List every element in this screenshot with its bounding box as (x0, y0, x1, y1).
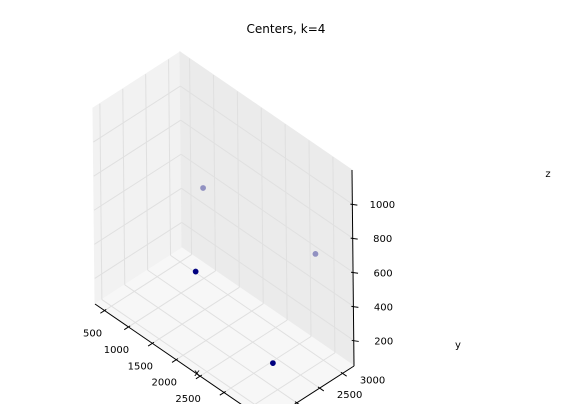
x-tick-mark (171, 358, 179, 363)
x-tick-mark (195, 374, 203, 380)
z-tick-label: 1000 (370, 200, 395, 211)
gridline-x-back (236, 91, 240, 288)
z-tick-label: 600 (373, 268, 392, 279)
z-tick-mark (350, 203, 358, 206)
x-tick-label: 500 (83, 329, 102, 340)
z-tick-mark (350, 271, 359, 274)
z-tick-label: 200 (374, 336, 393, 347)
gridline-z-left (93, 119, 181, 177)
gridline-z-back (180, 85, 353, 205)
y-axis-line (294, 365, 355, 404)
x-tick-label: 2500 (175, 394, 200, 404)
x-axis-ticks: 500100015002000250030003500 (83, 309, 226, 404)
gridline-z-left (93, 85, 181, 143)
y-tick-mark (317, 386, 325, 392)
gridline-z-left (93, 153, 182, 211)
gridline-z-back (181, 222, 355, 341)
z-axis-label: z (545, 169, 550, 180)
x-tick-mark (123, 325, 131, 331)
chart-title: Centers, k=4 (247, 22, 326, 36)
x-tick-label: 1000 (104, 345, 129, 356)
gridline-x-back (189, 58, 193, 255)
gridline-z-left (94, 222, 183, 279)
center-point-2 (192, 268, 199, 275)
x-axis-line (94, 303, 242, 404)
gridline-x-floor (175, 303, 264, 361)
y-tick-label: 3000 (360, 375, 385, 386)
center-point-1 (200, 185, 206, 191)
gridline-y-floor (147, 269, 320, 389)
x-tick-mark (219, 390, 226, 396)
gridline-x-back (332, 156, 336, 353)
center-point-3 (312, 250, 319, 257)
center-point-4 (270, 360, 276, 367)
z-axis-line (351, 169, 355, 367)
gridline-z-left (94, 187, 182, 245)
x-tick-mark (147, 341, 155, 347)
gridline-y-floor (101, 299, 255, 404)
y-axis-label: y (455, 340, 461, 351)
z-tick-mark (351, 305, 359, 308)
gridline-y-left (99, 103, 103, 300)
gridline-y-floor (124, 284, 298, 404)
z-tick-mark (350, 237, 358, 240)
gridline-x-floor (152, 286, 240, 344)
floor-pane (94, 247, 355, 404)
data-points (192, 185, 319, 367)
y-tick-label: 2500 (337, 390, 362, 401)
axis-lines (94, 169, 355, 404)
grid-lines (93, 58, 355, 404)
gridline-z-back (180, 153, 354, 273)
gridline-x-back (260, 107, 264, 304)
z-tick-mark (351, 339, 359, 342)
gridline-x-back (212, 74, 216, 271)
gridline-x-floor (199, 319, 288, 377)
gridline-z-back (181, 187, 354, 307)
gridline-y-left (122, 88, 126, 285)
gridline-y-left (168, 59, 172, 256)
z-tick-label: 800 (373, 234, 392, 245)
x-axis-label: x (194, 368, 200, 379)
gridline-x-back (284, 124, 288, 321)
gridline-y-floor (170, 254, 343, 374)
gridline-z-back (180, 119, 353, 239)
gridline-x-floor (104, 254, 192, 311)
gridline-x-back (308, 140, 312, 337)
x-tick-label: 1500 (128, 361, 153, 372)
x-tick-label: 2000 (151, 378, 176, 389)
x-tick-mark (100, 309, 107, 314)
gridline-x-floor (128, 270, 216, 328)
gridline-x-floor (223, 336, 312, 393)
gridline-x-floor (254, 352, 336, 404)
gridline-y-left (145, 74, 149, 271)
y-tick-mark (340, 371, 347, 377)
z-axis-ticks: 200 400 600 800 1000 (350, 200, 395, 347)
z-tick-label: 400 (374, 302, 393, 313)
